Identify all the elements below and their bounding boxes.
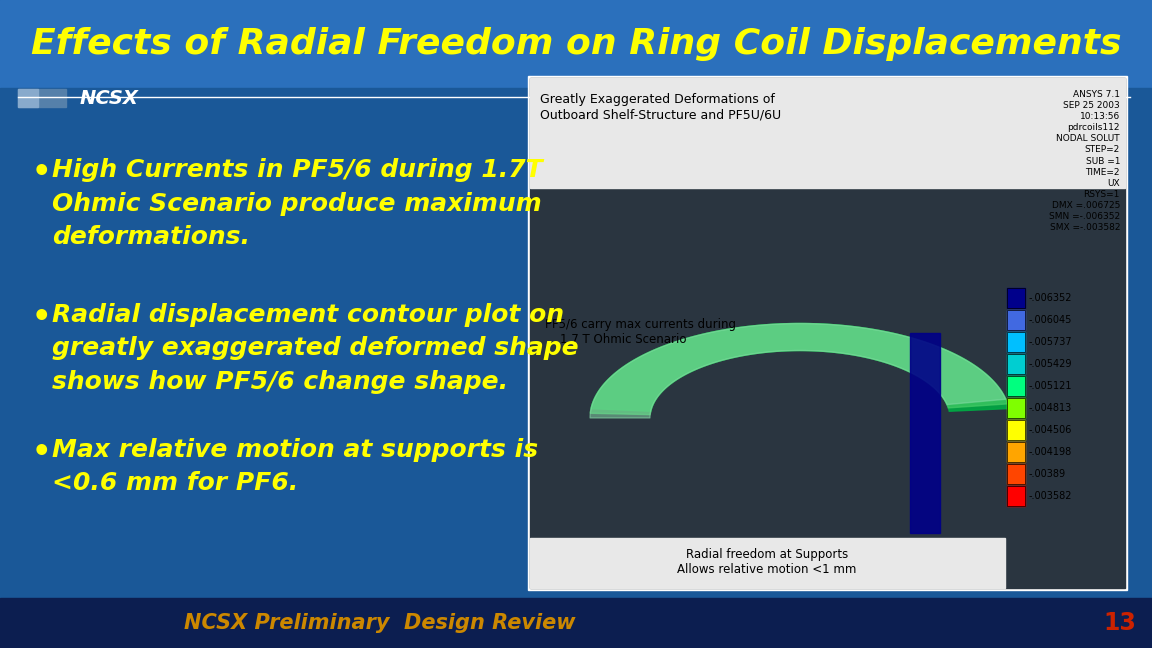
Bar (1007, 420, 1025, 440)
Text: 13: 13 (1104, 611, 1136, 635)
Text: •: • (32, 438, 52, 467)
Bar (1007, 486, 1025, 506)
Text: -.005737: -.005737 (1029, 337, 1073, 347)
Bar (910, 333, 940, 533)
Bar (1007, 442, 1025, 462)
Bar (530, 78, 1126, 588)
Text: -.005429: -.005429 (1029, 359, 1073, 369)
Bar (0, 598, 1152, 648)
Polygon shape (590, 323, 1008, 415)
Bar (1007, 354, 1025, 374)
Text: PF5/6 carry max currents during
    1.7 T Ohmic Scenario: PF5/6 carry max currents during 1.7 T Oh… (545, 318, 736, 346)
Bar (1007, 420, 1025, 440)
Text: •: • (32, 158, 52, 187)
Text: -.004198: -.004198 (1029, 447, 1073, 457)
Bar (0, 0, 1152, 88)
Text: Max relative motion at supports is
<0.6 mm for PF6.: Max relative motion at supports is <0.6 … (52, 438, 538, 496)
Text: Greatly Exaggerated Deformations of
Outboard Shelf-Structure and PF5U/6U: Greatly Exaggerated Deformations of Outb… (540, 93, 781, 121)
Bar (530, 78, 1126, 188)
Bar (18, 89, 66, 107)
Text: -.00389: -.00389 (1029, 469, 1066, 479)
Bar (1007, 310, 1025, 330)
Text: Radial displacement contour plot on
greatly exaggerated deformed shape
shows how: Radial displacement contour plot on grea… (52, 303, 578, 394)
Text: -.005121: -.005121 (1029, 381, 1073, 391)
Bar (18, 89, 38, 107)
Text: NCSX Preliminary  Design Review: NCSX Preliminary Design Review (184, 613, 576, 633)
Text: -.006045: -.006045 (1029, 315, 1073, 325)
Text: ANSYS 7.1
SEP 25 2003
10:13:56
pdrcoils112
NODAL SOLUT
STEP=2
SUB =1
TIME=2
UX
R: ANSYS 7.1 SEP 25 2003 10:13:56 pdrcoils1… (1048, 90, 1120, 232)
Polygon shape (591, 323, 1009, 411)
Text: •: • (32, 303, 52, 332)
Text: -.006352: -.006352 (1029, 293, 1073, 303)
Bar (1007, 332, 1025, 352)
Text: High Currents in PF5/6 during 1.7T
Ohmic Scenario produce maximum
deformations.: High Currents in PF5/6 during 1.7T Ohmic… (52, 158, 543, 249)
Text: Effects of Radial Freedom on Ring Coil Displacements: Effects of Radial Freedom on Ring Coil D… (31, 27, 1121, 61)
Bar (1007, 442, 1025, 462)
Text: -.004813: -.004813 (1029, 403, 1073, 413)
Polygon shape (590, 323, 1006, 418)
Bar (1007, 486, 1025, 506)
Bar (1007, 288, 1025, 308)
Text: -.003582: -.003582 (1029, 491, 1073, 501)
Text: -.004506: -.004506 (1029, 425, 1073, 435)
Bar (528, 76, 1127, 590)
Text: Radial freedom at Supports
Allows relative motion <1 mm: Radial freedom at Supports Allows relati… (677, 548, 857, 576)
Bar (1007, 464, 1025, 484)
Bar (1007, 310, 1025, 330)
Bar (1007, 398, 1025, 418)
Bar (0, 88, 1152, 598)
Text: NCSX: NCSX (79, 89, 139, 108)
Bar (530, 538, 1005, 588)
Bar (1007, 354, 1025, 374)
Bar (1007, 464, 1025, 484)
Bar (1007, 376, 1025, 396)
Bar (1007, 288, 1025, 308)
Bar (1007, 398, 1025, 418)
Bar (1007, 332, 1025, 352)
Bar (1007, 376, 1025, 396)
